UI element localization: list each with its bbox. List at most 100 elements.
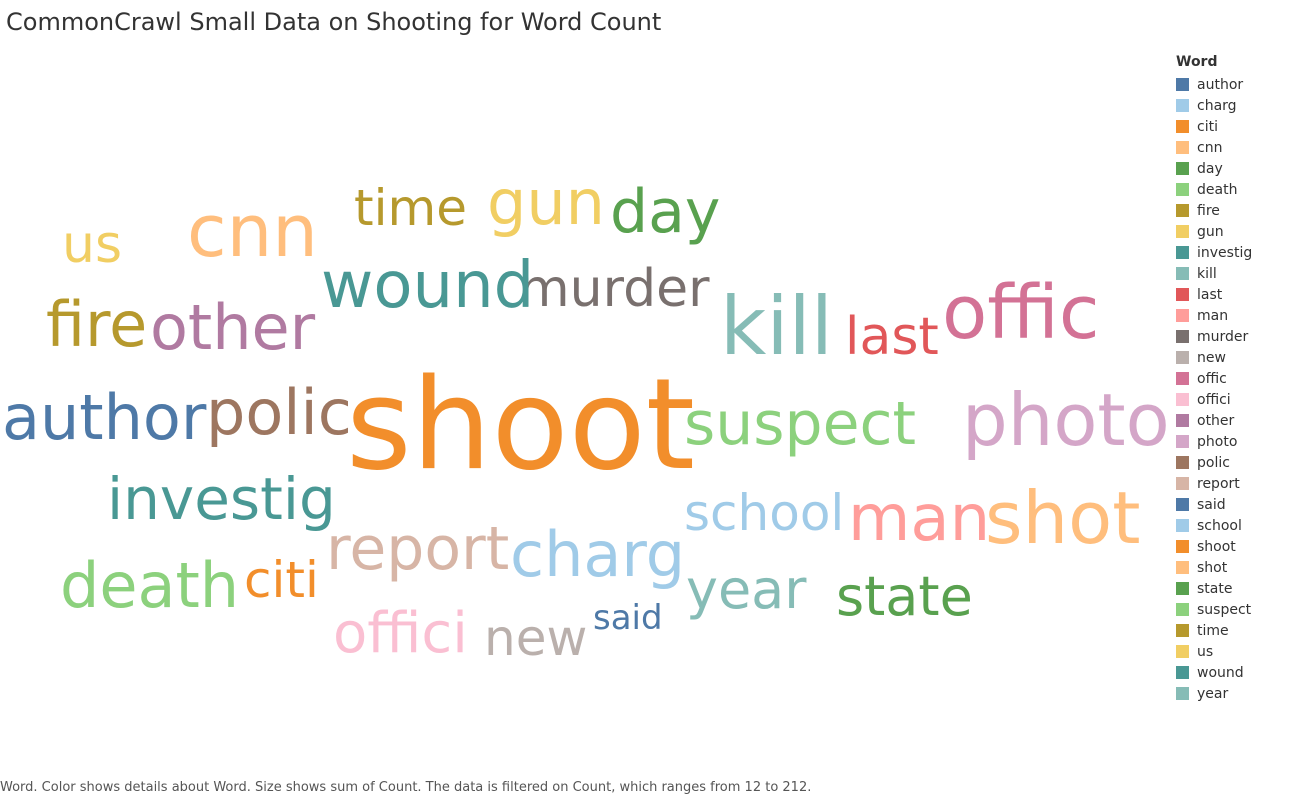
legend-item-new[interactable]: new xyxy=(1176,347,1306,368)
legend-item-citi[interactable]: citi xyxy=(1176,116,1306,137)
legend-label: photo xyxy=(1197,433,1238,450)
legend-swatch xyxy=(1176,624,1189,637)
legend-swatch xyxy=(1176,225,1189,238)
legend-item-cnn[interactable]: cnn xyxy=(1176,137,1306,158)
legend-item-school[interactable]: school xyxy=(1176,515,1306,536)
legend-label: state xyxy=(1197,580,1233,597)
legend-items: author charg citi cnn day death fire gun investi… xyxy=(1176,74,1306,704)
legend-item-state[interactable]: state xyxy=(1176,578,1306,599)
legend-swatch xyxy=(1176,204,1189,217)
legend-item-wound[interactable]: wound xyxy=(1176,662,1306,683)
legend-swatch xyxy=(1176,120,1189,133)
legend-item-gun[interactable]: gun xyxy=(1176,221,1306,242)
legend-item-suspect[interactable]: suspect xyxy=(1176,599,1306,620)
legend-item-murder[interactable]: murder xyxy=(1176,326,1306,347)
legend-swatch xyxy=(1176,309,1189,322)
legend-item-photo[interactable]: photo xyxy=(1176,431,1306,452)
legend-swatch xyxy=(1176,162,1189,175)
legend-swatch xyxy=(1176,141,1189,154)
legend-item-fire[interactable]: fire xyxy=(1176,200,1306,221)
word-kill: kill xyxy=(720,279,834,373)
word-new: new xyxy=(484,609,588,667)
legend-item-report[interactable]: report xyxy=(1176,473,1306,494)
legend-label: year xyxy=(1197,685,1229,702)
legend-label: offic xyxy=(1197,370,1227,387)
legend-swatch xyxy=(1176,435,1189,448)
legend-item-polic[interactable]: polic xyxy=(1176,452,1306,473)
legend-item-shot[interactable]: shot xyxy=(1176,557,1306,578)
word-offic: offic xyxy=(942,270,1100,357)
legend-label: day xyxy=(1197,160,1223,177)
legend-item-last[interactable]: last xyxy=(1176,284,1306,305)
word-last: last xyxy=(845,307,939,368)
legend-item-author[interactable]: author xyxy=(1176,74,1306,95)
legend-item-charg[interactable]: charg xyxy=(1176,95,1306,116)
legend-label: death xyxy=(1197,181,1238,198)
legend-label: citi xyxy=(1197,118,1218,135)
caption: Word. Color shows details about Word. Si… xyxy=(0,780,812,795)
word-man: man xyxy=(848,482,991,557)
word-cloud: author charg citi cnn day death fire gun investi… xyxy=(2,171,1170,667)
legend-swatch xyxy=(1176,393,1189,406)
legend-label: said xyxy=(1197,496,1226,513)
word-offici: offici xyxy=(333,601,468,667)
legend-swatch xyxy=(1176,246,1189,259)
legend-label: us xyxy=(1197,643,1214,660)
legend-label: cnn xyxy=(1197,139,1223,156)
legend-label: investig xyxy=(1197,244,1253,261)
legend-swatch xyxy=(1176,582,1189,595)
legend-item-offic[interactable]: offic xyxy=(1176,368,1306,389)
word-fire: fire xyxy=(46,287,148,361)
legend-label: offici xyxy=(1197,391,1231,408)
legend-swatch xyxy=(1176,414,1189,427)
legend-swatch xyxy=(1176,372,1189,385)
legend-label: charg xyxy=(1197,97,1237,114)
legend-item-death[interactable]: death xyxy=(1176,179,1306,200)
legend-item-shoot[interactable]: shoot xyxy=(1176,536,1306,557)
word-state: state xyxy=(836,564,973,628)
chart-title: CommonCrawl Small Data on Shooting for W… xyxy=(6,8,662,36)
legend-label: shoot xyxy=(1197,538,1236,555)
word-polic: polic xyxy=(206,375,352,449)
legend-label: gun xyxy=(1197,223,1224,240)
legend-item-other[interactable]: other xyxy=(1176,410,1306,431)
legend-label: report xyxy=(1197,475,1240,492)
word-shot: shot xyxy=(985,475,1141,560)
legend-item-said[interactable]: said xyxy=(1176,494,1306,515)
legend-label: author xyxy=(1197,76,1244,93)
word-day: day xyxy=(610,177,721,248)
legend-swatch xyxy=(1176,99,1189,112)
word-author: author xyxy=(2,380,207,454)
legend-label: new xyxy=(1197,349,1226,366)
legend-swatch xyxy=(1176,456,1189,469)
legend-swatch xyxy=(1176,351,1189,364)
word-year: year xyxy=(686,557,807,621)
legend-item-year[interactable]: year xyxy=(1176,683,1306,704)
legend-item-kill[interactable]: kill xyxy=(1176,263,1306,284)
legend-label: murder xyxy=(1197,328,1249,345)
legend-label: polic xyxy=(1197,454,1230,471)
legend-item-offici[interactable]: offici xyxy=(1176,389,1306,410)
legend-item-time[interactable]: time xyxy=(1176,620,1306,641)
legend-label: other xyxy=(1197,412,1235,429)
legend-item-day[interactable]: day xyxy=(1176,158,1306,179)
legend-swatch xyxy=(1176,477,1189,490)
word-other: other xyxy=(150,290,316,364)
legend-label: school xyxy=(1197,517,1242,534)
word-murder: murder xyxy=(519,259,710,320)
word-time: time xyxy=(354,179,467,237)
word-photo: photo xyxy=(962,377,1170,462)
legend-swatch xyxy=(1176,183,1189,196)
legend-swatch xyxy=(1176,603,1189,616)
legend-item-investig[interactable]: investig xyxy=(1176,242,1306,263)
legend-label: last xyxy=(1197,286,1223,303)
legend-item-man[interactable]: man xyxy=(1176,305,1306,326)
word-suspect: suspect xyxy=(684,389,917,460)
legend-swatch xyxy=(1176,78,1189,91)
legend-swatch xyxy=(1176,687,1189,700)
legend-title: Word xyxy=(1176,54,1218,70)
legend-swatch xyxy=(1176,330,1189,343)
legend-swatch xyxy=(1176,288,1189,301)
word-wound: wound xyxy=(321,249,535,324)
legend-item-us[interactable]: us xyxy=(1176,641,1306,662)
